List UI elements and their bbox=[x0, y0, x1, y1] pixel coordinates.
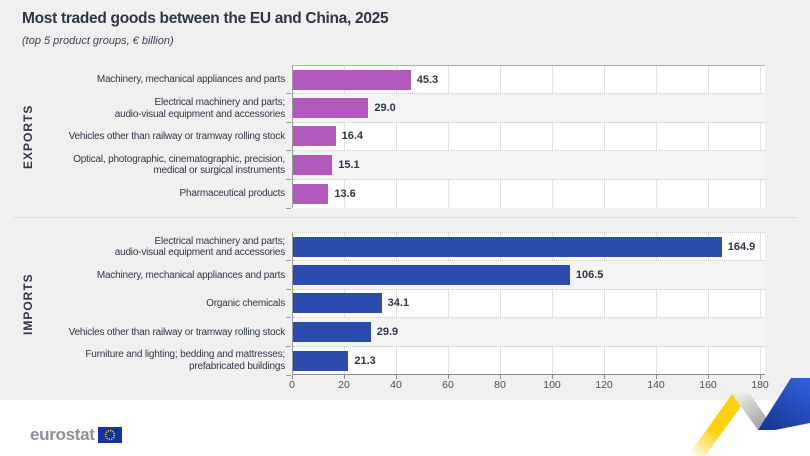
chart-row: 13.6 bbox=[286, 180, 765, 210]
imports-bar bbox=[293, 236, 722, 257]
footer: eurostat bbox=[0, 378, 810, 456]
x-tick-mark bbox=[500, 375, 501, 379]
gridline bbox=[708, 233, 709, 374]
group-label-imports: IMPORTS bbox=[21, 273, 35, 335]
x-tick-label: 40 bbox=[390, 379, 402, 391]
gridline bbox=[604, 66, 605, 208]
exports-bar bbox=[293, 69, 411, 90]
category-label: Pharmaceutical products bbox=[179, 188, 286, 199]
section-divider bbox=[14, 217, 796, 218]
category-label: Vehicles other than railway or tramway r… bbox=[68, 326, 286, 338]
exports-bar bbox=[293, 183, 329, 204]
eu-flag-icon bbox=[97, 427, 122, 443]
x-tick-mark bbox=[344, 375, 345, 379]
x-tick-label: 180 bbox=[751, 379, 769, 391]
x-tick-mark bbox=[604, 375, 605, 379]
x-tick-label: 120 bbox=[595, 379, 613, 391]
x-tick-label: 60 bbox=[442, 379, 454, 391]
imports-bar bbox=[293, 350, 349, 371]
x-tick-label: 140 bbox=[647, 379, 665, 391]
gridline bbox=[448, 233, 449, 374]
category-label: Machinery, mechanical appliances and par… bbox=[96, 74, 285, 86]
imports-bar bbox=[293, 293, 382, 314]
plot-area-exports: 45.3 29.0 16.4 15.1 13.6 bbox=[286, 65, 765, 210]
imports-bar bbox=[293, 321, 371, 342]
chart-row: 164.9 bbox=[286, 233, 765, 262]
gridline bbox=[552, 233, 553, 374]
gridline bbox=[760, 66, 761, 208]
gridline bbox=[708, 66, 709, 208]
x-tick-mark bbox=[396, 375, 397, 379]
gridline bbox=[656, 66, 657, 208]
chart-canvas: Most traded goods between the EU and Chi… bbox=[0, 0, 810, 400]
x-tick-mark bbox=[552, 375, 553, 379]
gridline bbox=[500, 66, 501, 208]
chart-row: 16.4 bbox=[286, 123, 765, 152]
value-label: 16.4 bbox=[341, 130, 364, 143]
gridline bbox=[760, 233, 761, 374]
x-tick-mark bbox=[656, 375, 657, 379]
eurostat-logo-text: eurostat bbox=[30, 425, 95, 444]
chart-row: 15.1 bbox=[286, 151, 765, 180]
x-tick-label: 0 bbox=[289, 379, 295, 391]
value-label: 34.1 bbox=[387, 297, 410, 310]
value-label: 106.5 bbox=[575, 269, 604, 282]
zigzag-trend-icon bbox=[688, 378, 810, 456]
gridline bbox=[552, 66, 553, 208]
page-title: Most traded goods between the EU and Chi… bbox=[22, 10, 389, 27]
section-exports: EXPORTS Machinery, mechanical appliances … bbox=[12, 65, 765, 210]
section-imports: IMPORTS Electrical machinery and parts; a… bbox=[12, 232, 765, 377]
chart-row: 29.9 bbox=[286, 318, 765, 347]
category-labels: Electrical machinery and parts; audio-vi… bbox=[44, 233, 292, 375]
eurostat-logo: eurostat bbox=[30, 425, 122, 445]
category-label: Electrical machinery and parts; audio-vi… bbox=[114, 235, 285, 259]
gridline bbox=[396, 66, 397, 208]
category-label: Optical, photographic, cinematographic, … bbox=[73, 153, 285, 177]
x-tick-mark bbox=[292, 375, 293, 379]
x-tick-label: 160 bbox=[699, 379, 717, 391]
imports-bar bbox=[293, 265, 570, 286]
plot-area-imports: 164.9 106.5 34.1 29.9 21.3 bbox=[286, 232, 765, 377]
category-label: Organic chemicals bbox=[206, 298, 285, 310]
x-tick-mark bbox=[760, 375, 761, 379]
gridline bbox=[344, 66, 345, 208]
x-tick-label: 100 bbox=[543, 379, 561, 391]
chart-row: 34.1 bbox=[286, 290, 765, 319]
chart-row: 106.5 bbox=[286, 261, 765, 291]
category-label: Vehicles other than railway or tramway r… bbox=[68, 131, 286, 143]
x-tick-label: 20 bbox=[338, 379, 350, 391]
gridline bbox=[604, 233, 605, 374]
page-subtitle: (top 5 product groups, € billion) bbox=[22, 35, 174, 47]
value-label: 164.9 bbox=[727, 240, 756, 253]
x-tick-mark bbox=[448, 375, 449, 379]
exports-bar bbox=[293, 154, 333, 175]
gridline bbox=[500, 233, 501, 374]
group-label-exports: EXPORTS bbox=[21, 104, 35, 170]
value-label: 29.0 bbox=[374, 102, 396, 115]
gridline bbox=[448, 66, 449, 208]
value-label: 45.3 bbox=[416, 73, 439, 86]
category-label: Electrical machinery and parts; audio-vi… bbox=[114, 97, 285, 120]
x-tick-label: 80 bbox=[494, 379, 506, 391]
chart-row: 29.0 bbox=[286, 94, 765, 124]
value-label: 13.6 bbox=[334, 187, 356, 200]
chart-row: 21.3 bbox=[286, 347, 765, 377]
value-label: 21.3 bbox=[354, 354, 376, 367]
category-label: Machinery, mechanical appliances and par… bbox=[96, 269, 285, 281]
x-tick-mark bbox=[708, 375, 709, 379]
exports-bar bbox=[293, 126, 336, 147]
gridline bbox=[396, 233, 397, 374]
exports-bar bbox=[293, 98, 369, 119]
gridline bbox=[656, 233, 657, 374]
value-label: 15.1 bbox=[338, 158, 360, 171]
category-labels: Machinery, mechanical appliances and par… bbox=[44, 66, 292, 208]
chart-row: 45.3 bbox=[286, 66, 765, 95]
category-label: Furniture and lighting; bedding and matt… bbox=[85, 349, 285, 372]
value-label: 29.9 bbox=[376, 325, 399, 338]
